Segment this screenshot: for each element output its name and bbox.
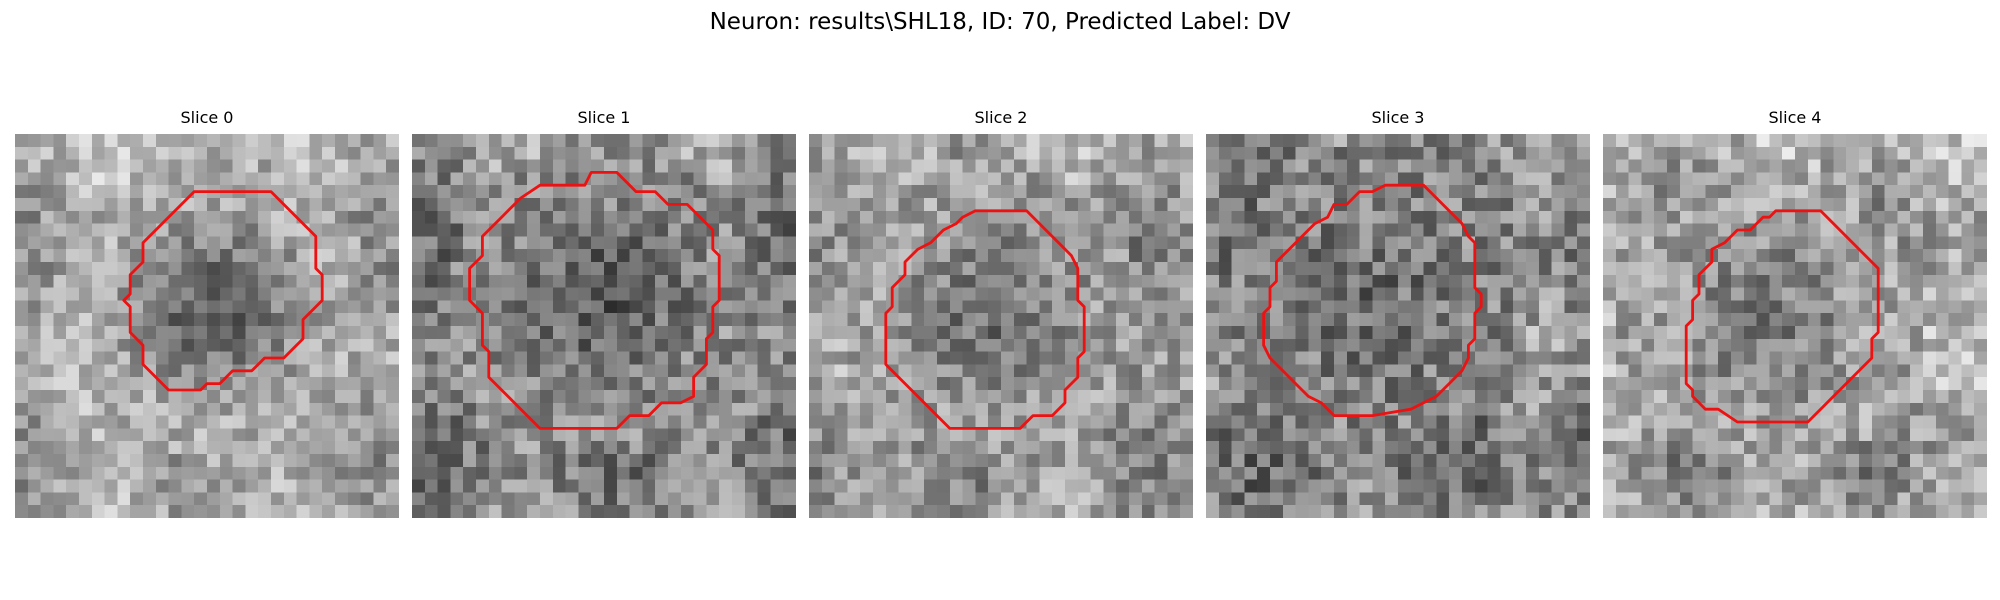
slice-panel-0: Slice 0 — [15, 108, 399, 518]
slice-title: Slice 0 — [180, 108, 234, 127]
roi-contour — [122, 190, 324, 392]
slice-panel-4: Slice 4 — [1603, 108, 1987, 518]
slice-image — [412, 134, 796, 518]
slice-pixel-grid — [1206, 134, 1590, 518]
slice-pixel-grid — [412, 134, 796, 518]
slice-pixel-grid — [1603, 134, 1987, 518]
roi-contour — [1684, 209, 1880, 424]
slice-panel-2: Slice 2 — [809, 108, 1193, 518]
figure-title: Neuron: results\SHL18, ID: 70, Predicted… — [709, 9, 1291, 35]
roi-contour — [468, 170, 721, 430]
slice-pixel-grid — [15, 134, 399, 518]
roi-contour — [1262, 183, 1483, 418]
slice-title: Slice 2 — [974, 108, 1028, 127]
slice-panel-3: Slice 3 — [1206, 108, 1590, 518]
slice-pixel-grid — [809, 134, 1193, 518]
slice-image — [809, 134, 1193, 518]
slice-title: Slice 4 — [1768, 108, 1822, 127]
slice-panel-1: Slice 1 — [412, 108, 796, 518]
roi-contour — [884, 209, 1086, 430]
slice-title: Slice 1 — [577, 108, 631, 127]
slice-title: Slice 3 — [1371, 108, 1425, 127]
slice-image — [1603, 134, 1987, 518]
slice-image — [15, 134, 399, 518]
slice-image — [1206, 134, 1590, 518]
